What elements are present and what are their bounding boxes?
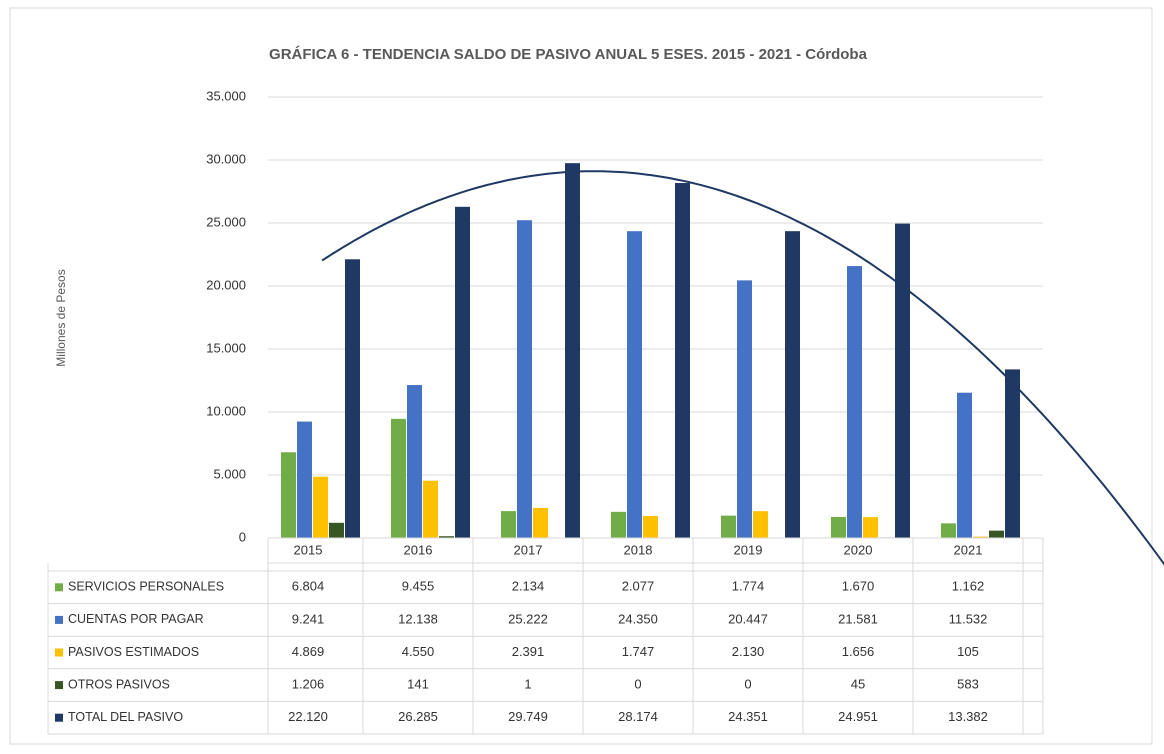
x-tick-label: 2021	[954, 542, 983, 557]
x-tick-label: 2016	[404, 542, 433, 557]
table-value: 0	[744, 677, 751, 692]
table-value: 45	[851, 677, 865, 692]
bar	[281, 452, 296, 538]
bar	[407, 385, 422, 538]
legend-label: SERVICIOS PERSONALES	[68, 580, 224, 594]
bar	[989, 531, 1004, 538]
x-tick-label: 2019	[734, 542, 763, 557]
table-value: 24.951	[838, 709, 878, 724]
y-tick-label: 0	[239, 529, 246, 544]
table-value: 1.670	[842, 579, 875, 594]
legend-swatch	[55, 714, 63, 722]
table-value: 9.241	[292, 611, 325, 626]
table-value: 1.162	[952, 579, 985, 594]
bar	[831, 517, 846, 538]
table-value: 4.550	[402, 644, 435, 659]
table-value: 28.174	[618, 709, 658, 724]
bar	[721, 516, 736, 538]
bar	[391, 419, 406, 538]
bar	[847, 266, 862, 538]
bar	[565, 163, 580, 538]
bar	[533, 508, 548, 538]
table-value: 1.656	[842, 644, 875, 659]
bar	[1005, 369, 1020, 538]
legend-swatch	[55, 583, 63, 591]
table-value: 20.447	[728, 611, 768, 626]
table-value: 0	[634, 677, 641, 692]
legend-label: PASIVOS ESTIMADOS	[68, 645, 199, 659]
bar	[957, 393, 972, 538]
table-value: 2.130	[732, 644, 765, 659]
table-value: 2.077	[622, 579, 655, 594]
bar	[297, 422, 312, 538]
table-value: 25.222	[508, 611, 548, 626]
bar	[941, 523, 956, 538]
y-tick-label: 35.000	[206, 88, 246, 103]
legend-label: TOTAL DEL PASIVO	[68, 710, 183, 724]
y-tick-label: 15.000	[206, 340, 246, 355]
bar	[517, 220, 532, 538]
table-value: 4.869	[292, 644, 325, 659]
table-value: 2.134	[512, 579, 545, 594]
bar	[643, 516, 658, 538]
table-value: 26.285	[398, 709, 438, 724]
x-tick-label: 2017	[514, 542, 543, 557]
table-value: 2.391	[512, 644, 545, 659]
y-axis-title: Millones de Pesos	[54, 269, 68, 366]
table-value: 24.351	[728, 709, 768, 724]
y-tick-label: 25.000	[206, 214, 246, 229]
y-tick-label: 10.000	[206, 403, 246, 418]
table-value: 29.749	[508, 709, 548, 724]
bar	[455, 207, 470, 538]
table-value: 1.774	[732, 579, 765, 594]
table-value: 13.382	[948, 709, 988, 724]
bar	[863, 517, 878, 538]
legend-swatch	[55, 616, 63, 624]
y-tick-label: 20.000	[206, 277, 246, 292]
bar	[895, 224, 910, 538]
bar	[753, 511, 768, 538]
table-value: 141	[407, 677, 429, 692]
bar	[627, 231, 642, 538]
legend-label: CUENTAS POR PAGAR	[68, 612, 204, 626]
bar	[785, 231, 800, 538]
bar	[329, 523, 344, 538]
legend-swatch	[55, 649, 63, 657]
table-value: 1.206	[292, 677, 325, 692]
table-value: 24.350	[618, 611, 658, 626]
table-value: 6.804	[292, 579, 325, 594]
chart-title: GRÁFICA 6 - TENDENCIA SALDO DE PASIVO AN…	[269, 46, 868, 63]
table-value: 11.532	[949, 611, 988, 626]
x-tick-label: 2018	[624, 542, 653, 557]
x-tick-label: 2015	[294, 542, 323, 557]
table-value: 22.120	[288, 709, 328, 724]
bar	[675, 183, 690, 538]
y-tick-label: 5.000	[213, 466, 246, 481]
table-value: 105	[957, 644, 979, 659]
legend-swatch	[55, 681, 63, 689]
table-value: 12.138	[398, 611, 438, 626]
table-value: 583	[957, 677, 979, 692]
y-tick-label: 30.000	[206, 151, 246, 166]
table-value: 9.455	[402, 579, 435, 594]
table-value: 21.581	[838, 611, 878, 626]
chart-border	[10, 8, 1152, 744]
table-value: 1	[524, 677, 531, 692]
x-tick-label: 2020	[844, 542, 873, 557]
table-value: 1.747	[622, 644, 655, 659]
bar	[345, 259, 360, 538]
bar	[501, 511, 516, 538]
bar	[737, 280, 752, 538]
bar	[313, 477, 328, 538]
bar	[423, 481, 438, 538]
legend-label: OTROS PASIVOS	[68, 677, 170, 691]
bar	[611, 512, 626, 538]
